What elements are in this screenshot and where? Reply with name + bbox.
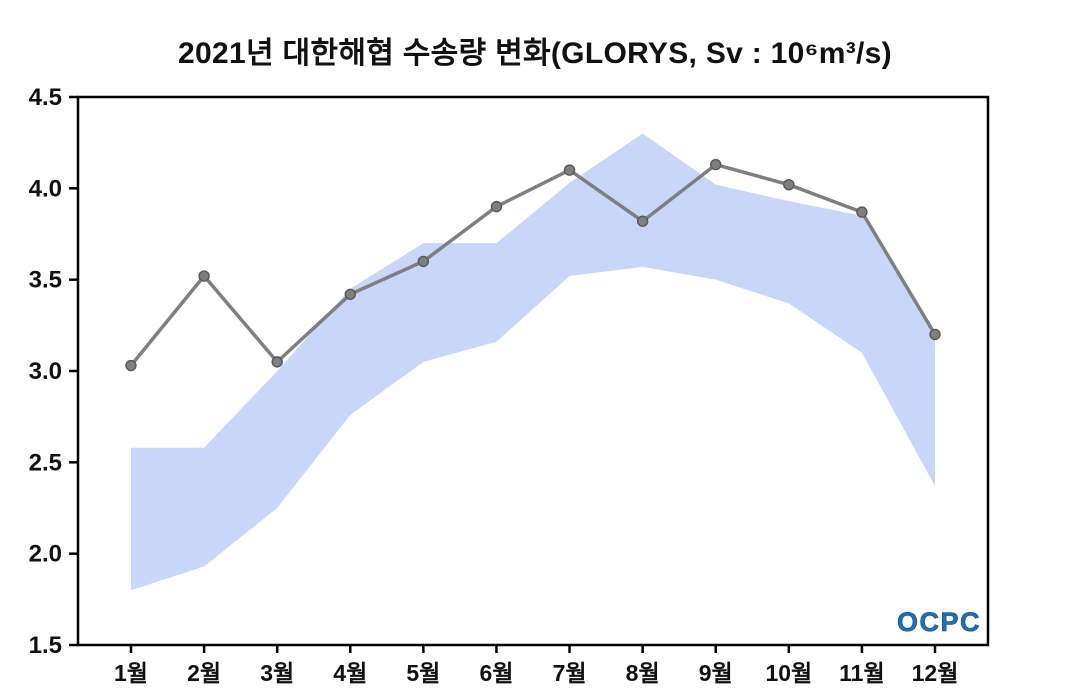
axis-layer: 1.5 2.0 2.5 3.0 3.5 4.0 4.5 1월 2월 3월 4월 5월 6월 7월 8월 9월 1… xyxy=(29,84,990,686)
data-point xyxy=(783,178,795,191)
data-point xyxy=(710,158,722,171)
data-point xyxy=(636,215,649,227)
band-layer xyxy=(131,133,935,591)
x-tick-label: 4월 xyxy=(333,660,367,686)
x-tick-label: 8월 xyxy=(626,660,660,686)
series-line xyxy=(129,162,937,368)
band-area xyxy=(131,133,935,591)
data-point xyxy=(490,200,503,213)
y-tick-label: 1.5 xyxy=(29,632,62,659)
data-point xyxy=(929,328,941,341)
x-tick-label: 3월 xyxy=(260,660,294,686)
x-tick-label: 12월 xyxy=(912,660,959,686)
data-point xyxy=(417,255,430,268)
data-point xyxy=(344,288,356,300)
x-tick-label: 10월 xyxy=(765,660,812,686)
x-tick-label: 1월 xyxy=(114,660,148,686)
y-tick-label: 3.5 xyxy=(29,267,62,294)
data-point xyxy=(125,359,137,372)
data-point xyxy=(563,164,576,176)
ocpc-logo: OCPC xyxy=(897,607,981,637)
y-tick-label: 2.5 xyxy=(29,449,62,476)
x-tick-label: 9월 xyxy=(699,660,733,686)
x-tick-label: 11월 xyxy=(839,660,884,686)
data-point xyxy=(198,270,210,282)
data-point xyxy=(856,206,868,218)
data-point xyxy=(271,356,283,368)
y-tick-label: 4.0 xyxy=(29,175,62,202)
y-tick-label: 4.5 xyxy=(29,84,62,111)
y-tick-label: 2.0 xyxy=(29,541,62,568)
chart-title: 2021년 대한해협 수송량 변화(GLORYS, Sv : 10⁶m³/s) xyxy=(178,37,892,70)
x-tick-label: 6월 xyxy=(479,660,513,686)
plot-border xyxy=(76,95,990,647)
series-layer xyxy=(125,158,941,372)
y-tick-label: 3.0 xyxy=(29,358,62,385)
x-tick-label: 7월 xyxy=(553,660,587,686)
x-tick-label: 2월 xyxy=(187,660,221,686)
x-tick-label: 5월 xyxy=(406,660,440,686)
